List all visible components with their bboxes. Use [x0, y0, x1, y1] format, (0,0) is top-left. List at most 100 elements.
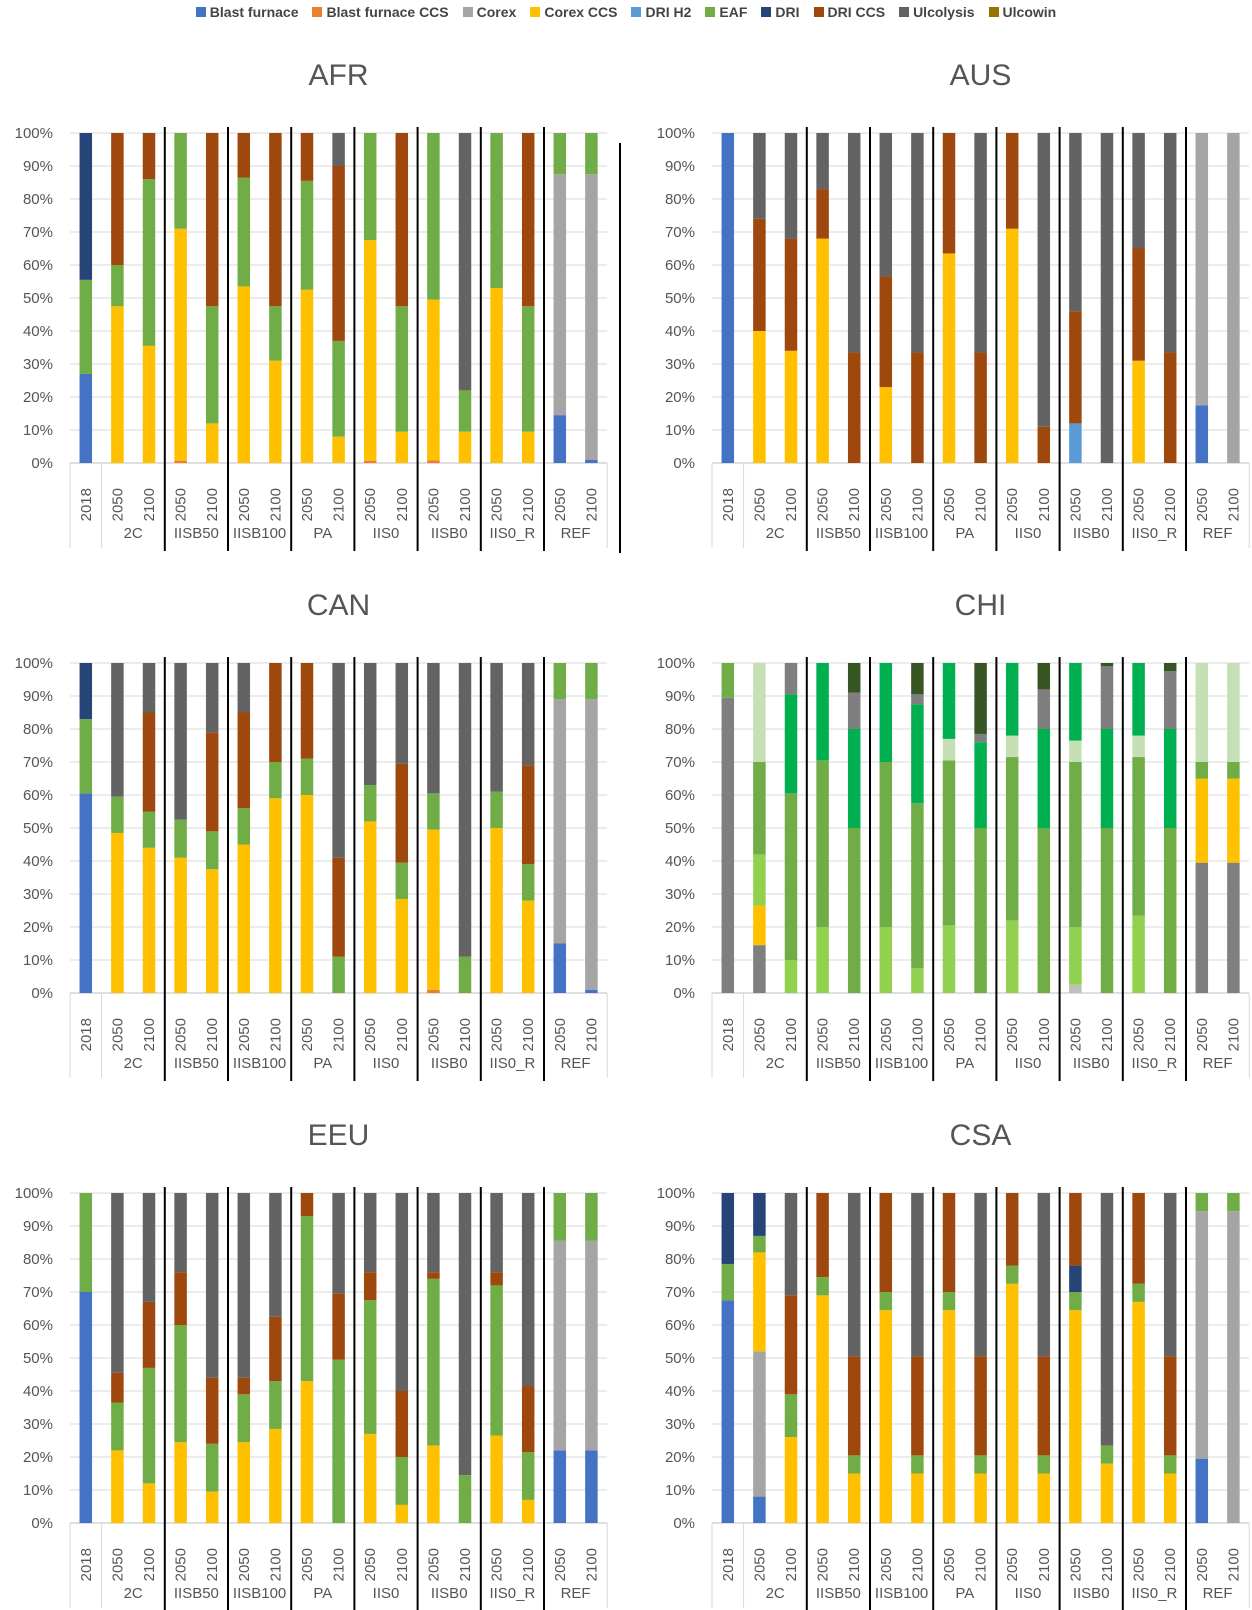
bar-segment	[237, 133, 251, 178]
bar-segment	[721, 697, 735, 993]
legend-swatch	[899, 7, 910, 17]
x-tick-label: 2050	[1067, 1018, 1084, 1051]
legend-label: Ulcowin	[1002, 4, 1057, 20]
bar-segment	[721, 663, 735, 698]
bar-segment	[111, 1402, 124, 1451]
y-tick-label: 70%	[23, 224, 53, 241]
scenario-label: IISB50	[174, 1585, 219, 1602]
bar-segment	[847, 1193, 861, 1357]
bar-segment	[79, 793, 93, 993]
bar-segment	[1132, 1301, 1145, 1523]
y-tick-label: 100%	[657, 125, 695, 142]
bar-segment	[847, 663, 861, 693]
x-tick-label: 2100	[1162, 1548, 1179, 1581]
bar-segment	[721, 1263, 735, 1301]
bar-segment	[363, 133, 377, 241]
bar-segment	[753, 945, 766, 993]
bar-segment	[395, 1504, 409, 1523]
bar-segment	[911, 1356, 924, 1456]
x-tick-label: 2050	[489, 1018, 506, 1051]
chart-panel: CHI 0% 10% 20% 30% 40% 50% 60% 70% 80% 90% 100% 2018…	[657, 589, 1250, 1081]
y-tick-label: 70%	[665, 1284, 695, 1301]
bar-segment	[1005, 1193, 1019, 1266]
legend-label: Blast furnace CCS	[326, 4, 449, 20]
bar-segment	[490, 1435, 503, 1523]
x-tick-label: 2050	[173, 488, 190, 521]
bar-segment	[1132, 248, 1145, 361]
bar-segment	[784, 1193, 798, 1296]
bar-segment	[974, 1455, 987, 1474]
bar-segment	[911, 1455, 924, 1474]
bar-segment	[816, 663, 829, 761]
bar-segment	[142, 1483, 156, 1523]
bar-segment	[142, 847, 156, 993]
legend-swatch	[462, 7, 473, 17]
bar-segment	[1100, 666, 1114, 729]
y-tick-label: 30%	[23, 1416, 53, 1433]
chart-title: CSA	[950, 1119, 1012, 1152]
bar-segment	[237, 1377, 251, 1395]
bar-segment	[553, 415, 567, 463]
bar-segment	[458, 133, 472, 391]
bar-segment	[111, 133, 124, 265]
bar-segment	[753, 1496, 766, 1523]
bar-segment	[300, 795, 314, 993]
x-tick-label: 2050	[1131, 1018, 1148, 1051]
bar-segment	[490, 288, 503, 463]
bar-segment	[142, 1367, 156, 1484]
bar-segment	[142, 345, 156, 463]
legend-item: Corex	[462, 4, 516, 20]
y-tick-label: 50%	[23, 1350, 53, 1367]
x-tick-label: 2050	[109, 1018, 126, 1051]
x-tick-label: 2050	[173, 1018, 190, 1051]
y-tick-label: 40%	[665, 1383, 695, 1400]
x-tick-label: 2100	[583, 1018, 600, 1051]
bar-segment	[816, 238, 829, 463]
bar-segment	[427, 299, 440, 461]
legend-item: DRI H2	[631, 4, 691, 20]
y-tick-label: 90%	[23, 688, 53, 705]
legend-item: DRI CCS	[813, 4, 885, 20]
bar-segment	[111, 832, 124, 993]
bar-segment	[205, 306, 219, 424]
bar-segment	[79, 1193, 93, 1292]
y-tick-label: 100%	[15, 125, 53, 142]
x-tick-label: 2100	[1099, 1548, 1116, 1581]
bar-segment	[427, 793, 440, 830]
bar-segment	[1069, 927, 1082, 985]
scenario-label: 2C	[124, 1055, 143, 1072]
x-tick-label: 2100	[909, 488, 926, 521]
x-tick-label: 2050	[236, 488, 253, 521]
y-tick-label: 10%	[665, 952, 695, 969]
bar-segment	[1005, 663, 1019, 736]
bar-segment	[753, 1193, 766, 1236]
scenario-label: 2C	[124, 1585, 143, 1602]
x-tick-label: 2100	[331, 488, 348, 521]
bar-segment	[911, 133, 924, 353]
bar-segment	[458, 390, 472, 432]
bar-segment	[585, 1193, 598, 1241]
bar-segment	[79, 663, 93, 720]
x-tick-label: 2050	[751, 1548, 768, 1581]
x-tick-label: 2050	[1131, 488, 1148, 521]
bar-segment	[1069, 984, 1082, 993]
x-tick-label: 2100	[583, 1548, 600, 1581]
y-tick-label: 100%	[657, 655, 695, 672]
bar-segment	[1227, 862, 1240, 993]
x-tick-label: 2100	[141, 488, 158, 521]
bar-segment	[427, 989, 440, 993]
scenario-label: IISB0	[1073, 525, 1110, 542]
bar-segment	[300, 663, 314, 759]
bar-segment	[1132, 1193, 1145, 1284]
scenario-label: REF	[561, 1585, 591, 1602]
y-tick-label: 20%	[23, 919, 53, 936]
bar-segment	[1100, 663, 1114, 667]
bar-segment	[174, 133, 187, 229]
y-tick-label: 40%	[23, 853, 53, 870]
bar-segment	[521, 431, 535, 463]
bar-segment	[174, 1442, 187, 1523]
bar-segment	[1227, 762, 1240, 779]
x-tick-label: 2050	[236, 1018, 253, 1051]
bar-segment	[363, 821, 377, 993]
y-tick-label: 20%	[665, 919, 695, 936]
